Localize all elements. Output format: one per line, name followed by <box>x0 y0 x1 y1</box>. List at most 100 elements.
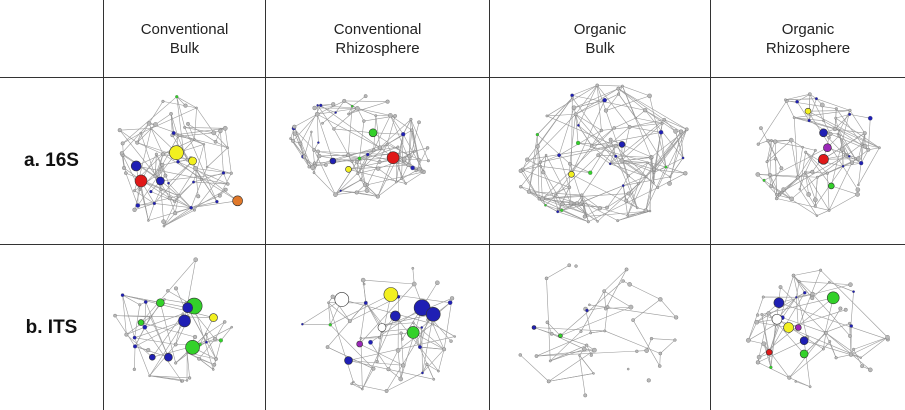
network-edge <box>119 129 161 182</box>
network-node <box>866 147 871 152</box>
network-node <box>371 148 376 152</box>
network-edge <box>554 195 562 211</box>
network-edge <box>356 144 388 163</box>
network-edge <box>580 291 605 332</box>
network-hub-node <box>413 299 431 317</box>
network-edge <box>174 195 179 214</box>
network-edge <box>123 167 139 179</box>
network-edge <box>187 123 195 140</box>
network-node <box>756 313 760 317</box>
network-edge <box>799 281 851 285</box>
network-its-organic-rhizosphere <box>746 268 890 389</box>
network-edge <box>558 130 602 156</box>
network-edge <box>177 132 214 137</box>
network-node <box>394 180 398 184</box>
network-node <box>117 128 122 133</box>
network-edge <box>623 176 647 186</box>
network-edge <box>357 154 368 174</box>
network-node <box>849 160 855 165</box>
network-edge <box>522 169 540 200</box>
network-node <box>386 367 391 372</box>
network-edge <box>152 313 184 358</box>
network-node <box>854 157 857 160</box>
network-edge <box>422 349 445 374</box>
network-edge <box>834 128 865 134</box>
network-edge <box>119 129 138 143</box>
network-node <box>312 171 316 175</box>
network-edge <box>776 171 806 195</box>
network-node <box>824 331 828 335</box>
network-node <box>592 372 595 375</box>
network-node <box>171 131 176 136</box>
network-edge <box>162 101 197 109</box>
network-node <box>289 137 292 140</box>
network-node <box>828 131 833 137</box>
network-edge <box>134 346 169 358</box>
network-node <box>648 209 652 213</box>
network-edge <box>154 160 193 204</box>
network-edge <box>581 194 598 222</box>
network-edge <box>629 119 665 128</box>
network-node <box>230 325 233 329</box>
column-header-organic-rhizosphere: Organic Rhizosphere <box>711 0 905 77</box>
network-edge <box>363 279 415 285</box>
network-edge <box>788 327 861 358</box>
network-node <box>292 124 297 129</box>
network-node <box>138 188 142 191</box>
network-edge <box>186 352 190 379</box>
network-edge <box>653 129 687 170</box>
network-edge <box>341 299 433 325</box>
network-edge <box>134 346 136 370</box>
network-edge <box>163 212 176 227</box>
network-edge <box>528 146 538 192</box>
network-node <box>362 119 366 123</box>
network-node <box>652 167 656 172</box>
network-edge <box>794 110 850 118</box>
network-node <box>317 153 322 159</box>
network-node <box>205 165 209 169</box>
header-line: Rhizosphere <box>335 39 420 57</box>
network-edge <box>575 114 602 131</box>
network-node <box>359 178 363 182</box>
network-node <box>827 135 831 140</box>
network-edge <box>835 117 880 148</box>
network-edge <box>320 105 381 148</box>
network-node <box>849 324 854 328</box>
network-edge <box>547 322 561 336</box>
network-node <box>407 154 412 159</box>
network-edges <box>757 93 880 216</box>
network-node <box>176 193 181 198</box>
network-edge <box>748 322 758 341</box>
network-node <box>756 142 760 146</box>
network-node <box>352 380 355 384</box>
network-edge <box>635 117 663 124</box>
network-node <box>602 97 607 103</box>
network-node <box>162 224 166 228</box>
network-edge <box>775 158 777 199</box>
network-edge <box>778 284 851 304</box>
network-node <box>132 367 136 371</box>
network-edge <box>335 161 358 195</box>
network-edge <box>628 193 638 208</box>
network-node <box>778 193 782 197</box>
network-node <box>798 188 801 191</box>
network-hub-node <box>188 156 197 166</box>
network-node <box>773 139 778 144</box>
network-node <box>319 103 323 108</box>
network-edge <box>187 123 216 143</box>
network-node <box>153 174 157 178</box>
network-edge <box>591 130 602 147</box>
network-edge <box>590 330 605 334</box>
network-edge <box>330 324 374 369</box>
network-node <box>173 199 177 203</box>
network-node <box>175 95 179 99</box>
network-edge <box>860 143 863 164</box>
network-node <box>647 93 652 99</box>
header-line: Conventional <box>333 20 422 38</box>
network-edge <box>193 181 228 185</box>
network-node <box>119 151 124 156</box>
network-edge <box>536 349 595 357</box>
network-edge <box>610 139 653 158</box>
network-edge <box>571 100 605 175</box>
network-node <box>135 203 141 208</box>
